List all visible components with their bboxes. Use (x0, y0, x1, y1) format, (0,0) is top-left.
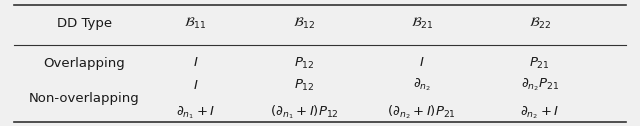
Text: $\mathcal{B}_{21}$: $\mathcal{B}_{21}$ (411, 16, 433, 31)
Text: $\mathcal{B}_{12}$: $\mathcal{B}_{12}$ (293, 16, 316, 31)
Text: $\partial_{n_2}P_{21}$: $\partial_{n_2}P_{21}$ (520, 77, 559, 93)
Text: $I$: $I$ (419, 56, 425, 70)
Text: $\partial_{n_2}+I$: $\partial_{n_2}+I$ (520, 104, 559, 121)
Text: Non-overlapping: Non-overlapping (29, 92, 140, 105)
Text: $(\partial_{n_1}+I)P_{12}$: $(\partial_{n_1}+I)P_{12}$ (269, 103, 339, 121)
Text: $\mathcal{B}_{11}$: $\mathcal{B}_{11}$ (184, 16, 207, 31)
Text: $\mathcal{B}_{22}$: $\mathcal{B}_{22}$ (529, 16, 551, 31)
Text: $P_{12}$: $P_{12}$ (294, 55, 314, 71)
Text: DD Type: DD Type (57, 17, 112, 30)
Text: $P_{21}$: $P_{21}$ (529, 55, 550, 71)
Text: $I$: $I$ (193, 56, 198, 70)
Text: $\partial_{n_1}+I$: $\partial_{n_1}+I$ (176, 104, 216, 121)
Text: $I$: $I$ (193, 79, 198, 92)
Text: Overlapping: Overlapping (44, 56, 125, 70)
Text: $\partial_{n_2}$: $\partial_{n_2}$ (413, 77, 431, 93)
Text: $(\partial_{n_2}+I)P_{21}$: $(\partial_{n_2}+I)P_{21}$ (387, 103, 456, 121)
Text: $P_{12}$: $P_{12}$ (294, 78, 314, 93)
